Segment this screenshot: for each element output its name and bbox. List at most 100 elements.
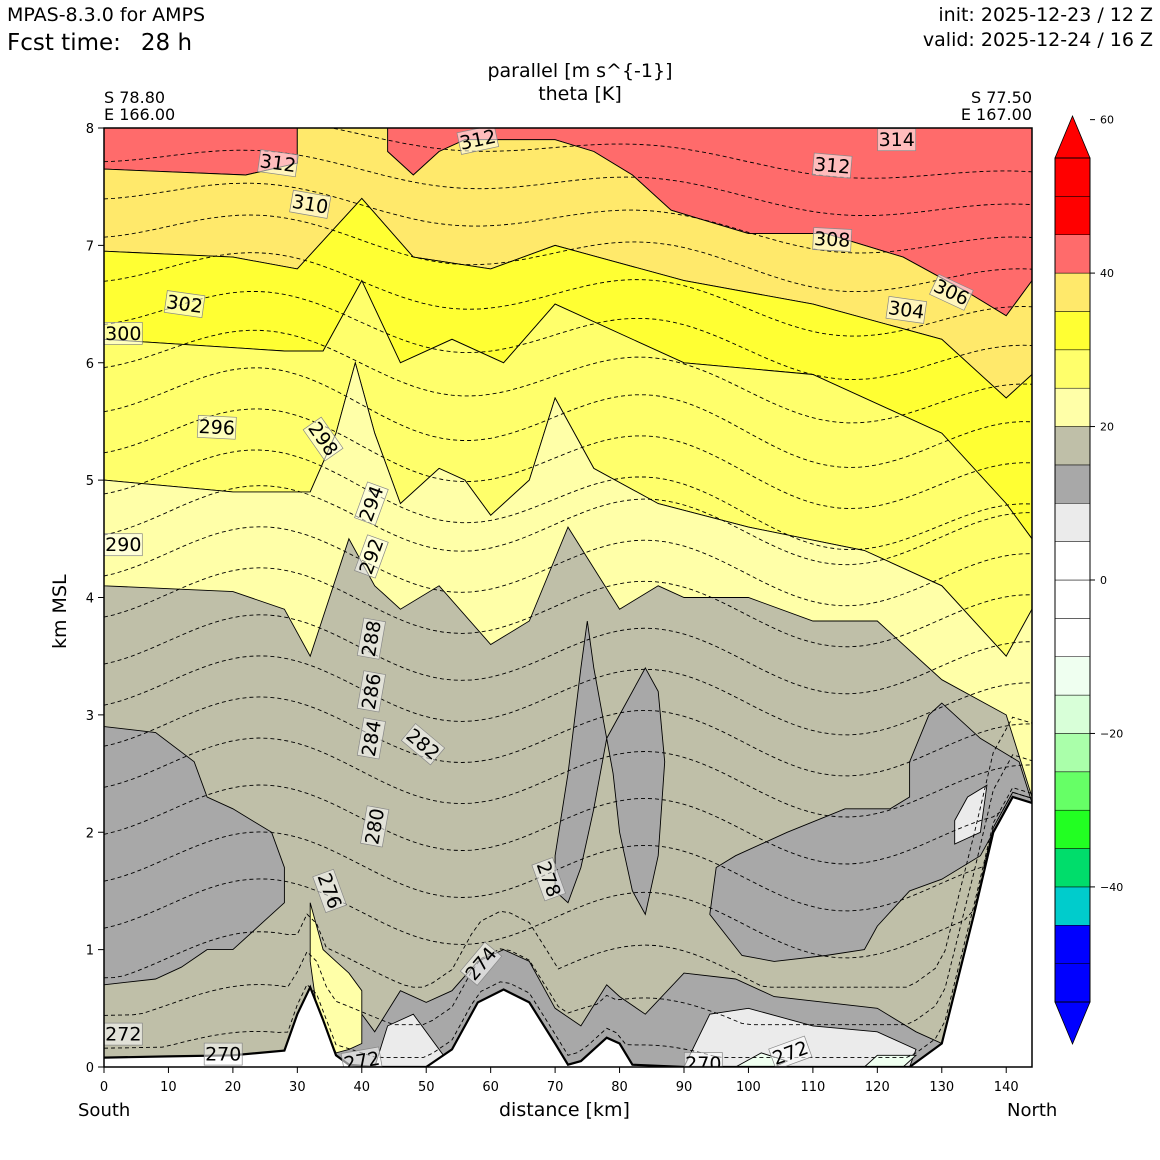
y-tick-label-1: 1	[86, 944, 94, 959]
theta-contour-294	[104, 485, 1032, 566]
y-tick-label-8: 8	[86, 122, 94, 137]
terrain-outline	[104, 795, 1032, 1067]
colorbar-segment-8	[1054, 656, 1091, 696]
theta-label-text-8: 302	[165, 291, 204, 318]
theta-contour-310	[104, 182, 1032, 254]
colorbar-segment-12	[1054, 503, 1091, 542]
theta-label-text-23: 272	[105, 1024, 141, 1046]
theta-contour-272	[104, 754, 1032, 1026]
left-direction: South	[78, 1100, 131, 1121]
wind-region-11	[374, 1013, 453, 1067]
theta-contour-302	[104, 329, 1032, 424]
theta-contour-288	[104, 614, 1032, 695]
theta-contour-286	[104, 655, 1032, 736]
colorbar-segment-17	[1054, 311, 1091, 351]
chart-title-line2: theta [K]	[538, 83, 622, 105]
theta-contour-314	[329, 128, 1032, 179]
theta-label-text-9: 300	[105, 323, 141, 345]
theta-label-1: 310	[289, 189, 332, 219]
colorbar-segment-18	[1054, 272, 1091, 312]
y-tick-label-5: 5	[86, 474, 94, 489]
theta-contour-274	[104, 716, 1032, 988]
model-name: MPAS-8.3.0 for AMPS	[7, 4, 206, 26]
theta-label-23: 272	[104, 1022, 143, 1046]
right-end-lon: E 167.00	[960, 105, 1032, 124]
colorbar-max-extend	[1054, 114, 1091, 159]
theta-label-5: 308	[812, 227, 853, 252]
theta-contour-312	[104, 149, 1032, 217]
colorbar-tick-label-1: −20	[1100, 727, 1123, 740]
theta-label-25: 272	[340, 1046, 383, 1076]
theta-label-24: 270	[203, 1042, 243, 1066]
x-tick-label-30: 30	[289, 1080, 306, 1095]
x-tick-label-100: 100	[736, 1080, 761, 1095]
x-tick-label-40: 40	[354, 1080, 371, 1095]
colorbar-segment-21	[1054, 157, 1091, 197]
theta-label-8: 302	[163, 290, 206, 319]
x-tick-label-10: 10	[160, 1080, 177, 1095]
colorbar-tick-label-2: 0	[1100, 574, 1107, 587]
theta-label-10: 296	[196, 414, 237, 440]
colorbar: −40 −20 0 20 40 60	[1054, 114, 1123, 1046]
init-time: init: 2025-12-23 / 12 Z	[938, 4, 1153, 26]
chart-title-line1: parallel [m s^{-1}]	[487, 60, 673, 82]
theta-contour-270	[104, 787, 1032, 1059]
y-tick-label-4: 4	[86, 592, 94, 607]
y-tick-label-2: 2	[86, 826, 94, 841]
theta-contour-276	[104, 791, 1032, 959]
theta-label-text-14: 290	[105, 534, 141, 556]
y-tick-label-6: 6	[86, 357, 94, 372]
theta-contour-290	[104, 567, 1032, 648]
x-tick-label-140: 140	[994, 1080, 1019, 1095]
colorbar-segment-2	[1054, 886, 1091, 926]
x-tick-label-60: 60	[482, 1080, 499, 1095]
theta-contour-308	[104, 214, 1032, 293]
colorbar-segment-10	[1054, 579, 1091, 619]
theta-contour-280	[104, 784, 1032, 865]
axes: 0 10 20 30 40 50 60 70 80 90 100 110 120 130 140 0 1 2 3 4 5…	[86, 122, 1033, 1095]
theta-label-text-26: 270	[685, 1053, 721, 1075]
y-tick-label-3: 3	[86, 709, 94, 724]
x-axis-title: distance [km]	[499, 1099, 630, 1121]
colorbar-segment-7	[1054, 694, 1091, 734]
theta-label-text-25: 272	[342, 1048, 382, 1076]
colorbar-min-extend	[1054, 1001, 1091, 1046]
theta-label-14: 290	[104, 533, 143, 556]
theta-label-text-4: 312	[813, 154, 851, 179]
x-tick-label-50: 50	[418, 1080, 435, 1095]
colorbar-segment-15	[1054, 387, 1091, 427]
right-direction: North	[1007, 1100, 1058, 1121]
colorbar-segment-16	[1054, 349, 1091, 389]
theta-label-text-3: 314	[879, 129, 915, 151]
forecast-time-value: 28 h	[140, 30, 193, 56]
theta-contour-306	[104, 252, 1032, 337]
left-end-lat: S 78.80	[104, 88, 166, 107]
left-end-lon: E 166.00	[104, 105, 176, 124]
forecast-time: Fcst time: 28 h	[7, 30, 192, 56]
x-tick-label-120: 120	[865, 1080, 890, 1095]
theta-contour-282	[104, 737, 1032, 818]
colorbar-segment-9	[1054, 618, 1091, 657]
forecast-time-label: Fcst time:	[7, 30, 121, 56]
theta-label-text-10: 296	[198, 416, 235, 440]
theta-label-text-5: 308	[813, 228, 850, 252]
y-tick-label-0: 0	[86, 1061, 94, 1076]
theta-contour-298	[104, 408, 1032, 509]
colorbar-segment-14	[1054, 426, 1091, 466]
theta-label-7: 304	[885, 295, 928, 324]
theta-contour-292	[104, 526, 1032, 607]
colorbar-tick-label-3: 20	[1100, 421, 1114, 434]
colorbar-segment-0	[1054, 963, 1091, 1003]
colorbar-segment-4	[1054, 809, 1091, 849]
theta-contour-296	[104, 449, 1032, 551]
colorbar-segment-13	[1054, 464, 1091, 504]
theta-contour-300	[104, 367, 1032, 468]
theta-label-text-7: 304	[887, 297, 926, 324]
x-tick-label-80: 80	[611, 1080, 628, 1095]
x-tick-label-130: 130	[929, 1080, 954, 1095]
theta-label-2: 312	[456, 128, 500, 155]
theta-label-0: 312	[257, 149, 299, 178]
wind-region-6	[104, 726, 285, 986]
x-tick-label-70: 70	[547, 1080, 564, 1095]
